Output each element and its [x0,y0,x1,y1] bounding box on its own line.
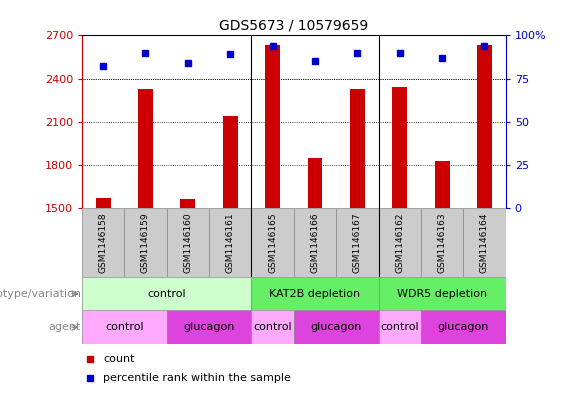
Text: percentile rank within the sample: percentile rank within the sample [103,373,291,384]
Text: GSM1146159: GSM1146159 [141,212,150,273]
Bar [379,310,421,344]
Bar [307,158,323,208]
Bar [251,277,379,310]
Text: control: control [380,322,419,332]
Bar [223,116,238,208]
Text: control: control [105,322,144,332]
Text: glucagon: glucagon [438,322,489,332]
Bar [294,310,379,344]
Bar [82,310,167,344]
Bar [95,198,111,208]
Bar [251,208,294,277]
Text: control: control [253,322,292,332]
Text: agent: agent [49,322,81,332]
Text: control: control [147,289,186,299]
Bar [251,310,294,344]
Text: GSM1146158: GSM1146158 [99,212,107,273]
Bar [265,46,280,208]
Text: GSM1146166: GSM1146166 [311,212,319,273]
Bar [209,208,251,277]
Text: glucagon: glucagon [311,322,362,332]
Text: count: count [103,354,134,364]
Bar [434,161,450,208]
Text: GSM1146161: GSM1146161 [226,212,234,273]
Bar [421,208,463,277]
Bar [82,208,124,277]
Text: GSM1146165: GSM1146165 [268,212,277,273]
Text: genotype/variation: genotype/variation [0,289,81,299]
Bar [392,87,407,208]
Bar [379,277,506,310]
Text: GSM1146162: GSM1146162 [396,213,404,273]
Bar [124,208,167,277]
Text: GSM1146163: GSM1146163 [438,212,446,273]
Text: GSM1146167: GSM1146167 [353,212,362,273]
Text: GSM1146160: GSM1146160 [184,212,192,273]
Bar [167,310,251,344]
Text: WDR5 depletion: WDR5 depletion [397,289,487,299]
Text: GSM1146164: GSM1146164 [480,213,489,273]
Bar [180,199,195,208]
Bar [421,310,506,344]
Text: glucagon: glucagon [184,322,234,332]
Bar [82,277,251,310]
Bar [294,208,336,277]
Bar [379,208,421,277]
Bar [167,208,209,277]
Bar [477,46,492,208]
Bar [463,208,506,277]
Bar [350,89,365,208]
Text: KAT2B depletion: KAT2B depletion [270,289,360,299]
Bar [138,89,153,208]
Bar [336,208,379,277]
Title: GDS5673 / 10579659: GDS5673 / 10579659 [219,19,368,33]
